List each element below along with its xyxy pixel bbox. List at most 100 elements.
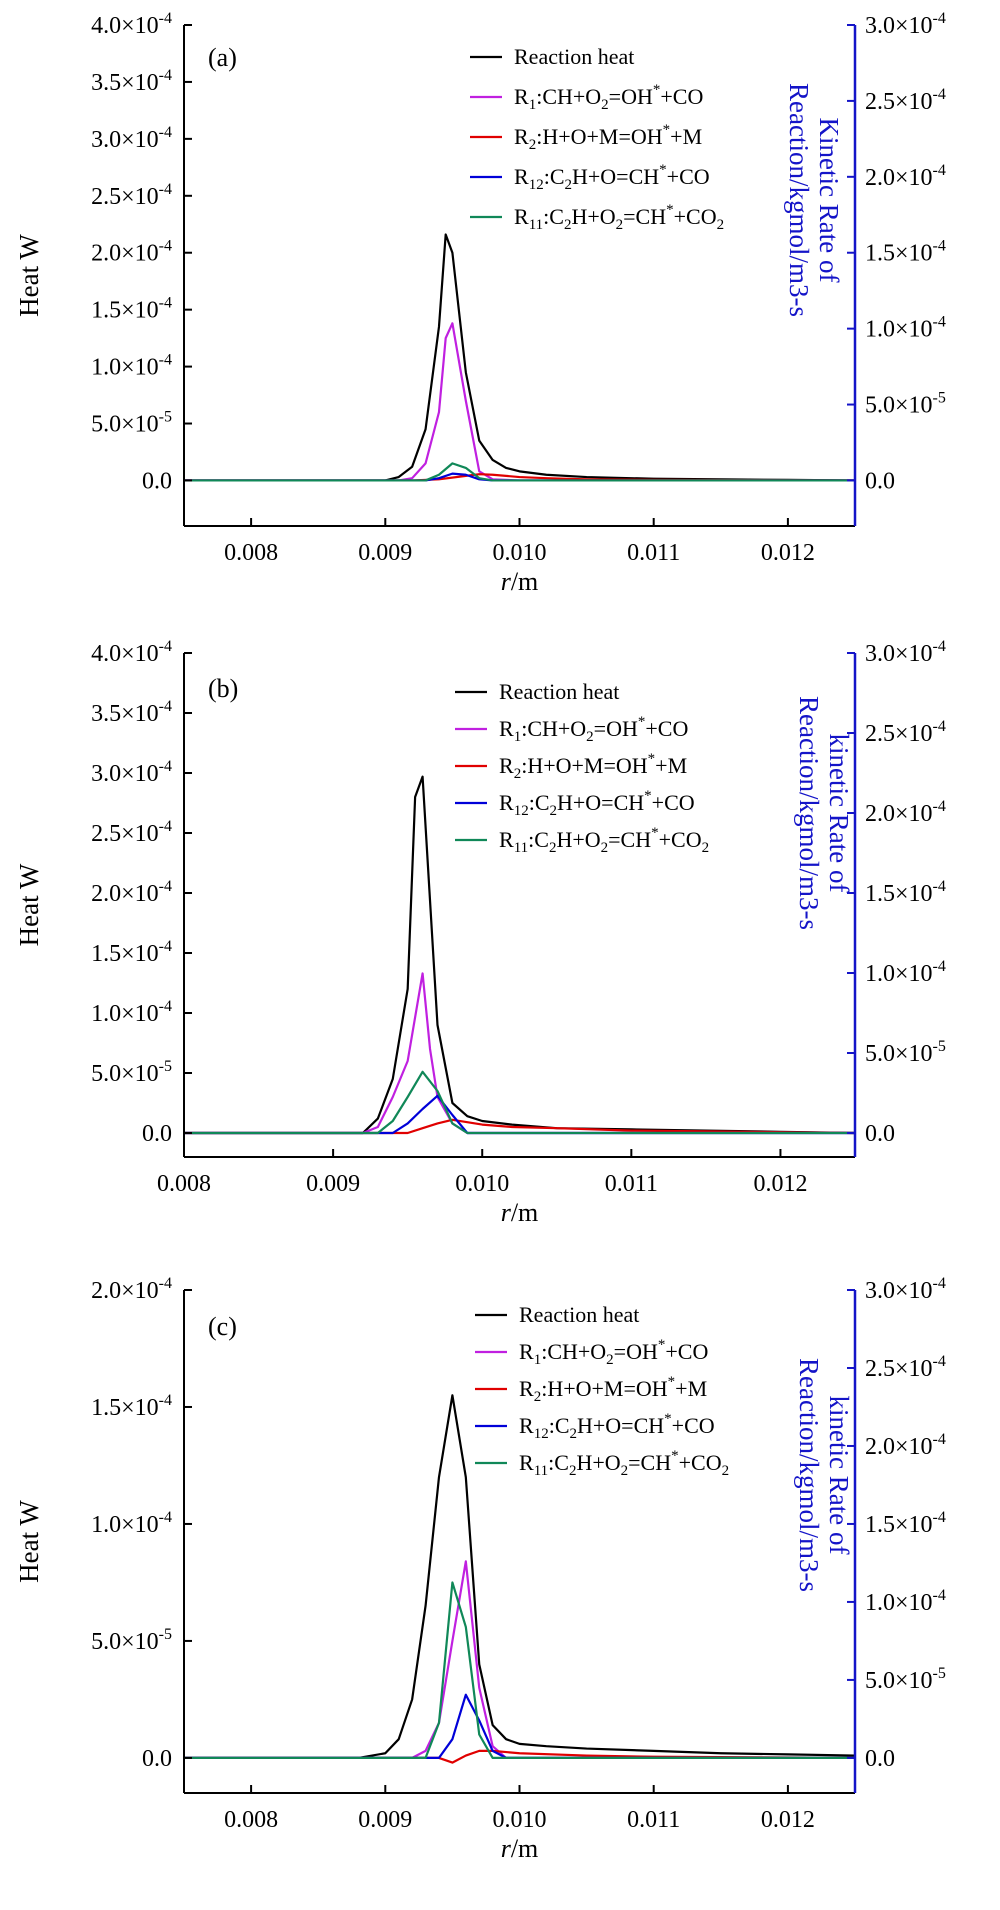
right-tick-label: 1.5×10-4 [865, 878, 946, 907]
legend-label-heat: Reaction heat [514, 44, 634, 69]
legend: Reaction heat R1:CH+O2=OH*+CO R2:H+O+M=OH*… [475, 1302, 729, 1479]
right-tick-label: 2.0×10-4 [865, 798, 946, 827]
series-line-R12 [184, 1693, 855, 1760]
left-tick-label: 3.0×10-4 [91, 758, 172, 787]
y-axis-label-right: kinetic Rate of [824, 1396, 854, 1555]
left-tick-label: 4.0×10-4 [91, 638, 172, 667]
left-tick-label: 1.5×10-4 [91, 295, 172, 324]
left-tick-label: 1.5×10-4 [91, 938, 172, 967]
left-tick-label: 1.5×10-4 [91, 1392, 172, 1421]
left-tick-label: 0.0 [142, 1121, 172, 1147]
panel-label: (c) [208, 1312, 237, 1341]
left-tick-label: 1.0×10-4 [91, 998, 172, 1027]
x-tick-label: 0.009 [358, 1807, 412, 1833]
left-tick-label: 2.0×10-4 [91, 1275, 172, 1304]
legend-label-R12: R12:C2H+O=CH*+CO [519, 1411, 715, 1442]
left-tick-label: 5.0×10-5 [91, 1058, 172, 1087]
series-line-heat [184, 1394, 855, 1760]
right-tick-label: 0.0 [865, 1121, 895, 1147]
panel-label: (a) [208, 43, 237, 72]
legend-label-R11: R11:C2H+O2=CH*+CO2 [499, 825, 709, 856]
legend-label-R11: R11:C2H+O2=CH*+CO2 [514, 202, 724, 233]
x-tick-label: 0.011 [605, 1171, 658, 1197]
y-axis-label-right: kinetic Rate of [824, 734, 854, 893]
y-axis-label-left: Heat W [14, 234, 44, 317]
right-tick-label: 0.0 [865, 1746, 895, 1772]
right-tick-label: 1.0×10-4 [865, 958, 946, 987]
right-tick-label: 2.5×10-4 [865, 718, 946, 747]
chart-panel-3: 0.0 5.0×10-5 1.0×10-4 1.5×10-4 2.0×10-4 0.0 5.… [14, 1275, 946, 1863]
right-tick-label: 2.0×10-4 [865, 1431, 946, 1460]
left-tick-label: 2.5×10-4 [91, 181, 172, 210]
right-tick-label: 0.0 [865, 468, 895, 494]
legend-label-R1: R1:CH+O2=OH*+CO [499, 714, 688, 745]
x-tick-label: 0.012 [761, 540, 815, 566]
left-tick-label: 4.0×10-4 [91, 10, 172, 39]
x-axis-label: r/m [501, 1834, 539, 1863]
right-tick-label: 5.0×10-5 [865, 1038, 946, 1067]
chart-panel-1: 0.0 5.0×10-5 1.0×10-4 1.5×10-4 2.0×10-4 2.5×1… [14, 10, 946, 596]
left-tick-label: 5.0×10-5 [91, 409, 172, 438]
x-tick-label: 0.009 [358, 540, 412, 566]
legend-label-R12: R12:C2H+O=CH*+CO [499, 788, 695, 819]
legend-label-R2: R2:H+O+M=OH*+M [519, 1374, 707, 1405]
left-tick-label: 0.0 [142, 1746, 172, 1772]
x-tick-label: 0.011 [627, 1807, 680, 1833]
y-axis-label-left: Heat W [14, 863, 44, 946]
right-tick-label: 5.0×10-5 [865, 390, 946, 419]
panel-label: (b) [208, 674, 238, 703]
y-axis-label-right: Kinetic Rate of [814, 118, 844, 283]
left-tick-label: 2.0×10-4 [91, 878, 172, 907]
series-line-R12 [184, 1094, 855, 1135]
y-axis-label-right: Reaction/kgmol/m3-s [784, 83, 814, 317]
legend-label-R11: R11:C2H+O2=CH*+CO2 [519, 1448, 729, 1479]
right-tick-label: 3.0×10-4 [865, 638, 946, 667]
left-tick-label: 3.0×10-4 [91, 124, 172, 153]
right-tick-label: 1.0×10-4 [865, 314, 946, 343]
left-tick-label: 5.0×10-5 [91, 1626, 172, 1655]
x-axis-label: r/m [501, 567, 539, 596]
series-line-R1 [184, 322, 855, 482]
series-line-R11 [184, 462, 855, 482]
right-tick-label: 3.0×10-4 [865, 1275, 946, 1304]
left-tick-label: 2.0×10-4 [91, 238, 172, 267]
chart-panel-2: 0.0 5.0×10-5 1.0×10-4 1.5×10-4 2.0×10-4 2.5×1… [14, 638, 946, 1227]
x-tick-label: 0.009 [306, 1171, 360, 1197]
left-tick-label: 0.0 [142, 468, 172, 494]
legend-label-heat: Reaction heat [499, 679, 619, 704]
x-tick-label: 0.011 [627, 540, 680, 566]
left-tick-label: 2.5×10-4 [91, 818, 172, 847]
legend: Reaction heat R1:CH+O2=OH*+CO R2:H+O+M=OH*… [455, 679, 709, 856]
series-line-heat [184, 233, 855, 482]
right-tick-label: 2.5×10-4 [865, 86, 946, 115]
x-tick-label: 0.008 [157, 1171, 211, 1197]
series-line-R11 [184, 1581, 855, 1760]
legend-label-R2: R2:H+O+M=OH*+M [499, 751, 687, 782]
right-tick-label: 2.0×10-4 [865, 162, 946, 191]
right-tick-label: 1.5×10-4 [865, 1509, 946, 1538]
left-tick-label: 3.5×10-4 [91, 67, 172, 96]
x-tick-label: 0.010 [493, 1807, 547, 1833]
left-tick-label: 3.5×10-4 [91, 698, 172, 727]
series-line-R2 [184, 1118, 855, 1135]
right-tick-label: 5.0×10-5 [865, 1665, 946, 1694]
right-tick-label: 2.5×10-4 [865, 1353, 946, 1382]
right-tick-label: 1.0×10-4 [865, 1587, 946, 1616]
series-line-R1 [184, 1560, 855, 1760]
legend-label-R1: R1:CH+O2=OH*+CO [514, 82, 703, 113]
legend-label-R12: R12:C2H+O=CH*+CO [514, 162, 710, 193]
legend: Reaction heat R1:CH+O2=OH*+CO R2:H+O+M=OH*… [470, 44, 724, 233]
left-tick-label: 1.0×10-4 [91, 1509, 172, 1538]
left-tick-label: 1.0×10-4 [91, 352, 172, 381]
x-tick-label: 0.008 [224, 1807, 278, 1833]
x-axis-label: r/m [501, 1198, 539, 1227]
y-axis-label-right: Reaction/kgmol/m3-s [794, 696, 824, 930]
x-tick-label: 0.008 [224, 540, 278, 566]
legend-label-R1: R1:CH+O2=OH*+CO [519, 1337, 708, 1368]
series-line-R11 [184, 1070, 855, 1135]
legend-label-R2: R2:H+O+M=OH*+M [514, 122, 702, 153]
y-axis-label-left: Heat W [14, 1500, 44, 1583]
y-axis-label-right: Reaction/kgmol/m3-s [794, 1358, 824, 1592]
series-line-R2 [184, 1749, 855, 1764]
